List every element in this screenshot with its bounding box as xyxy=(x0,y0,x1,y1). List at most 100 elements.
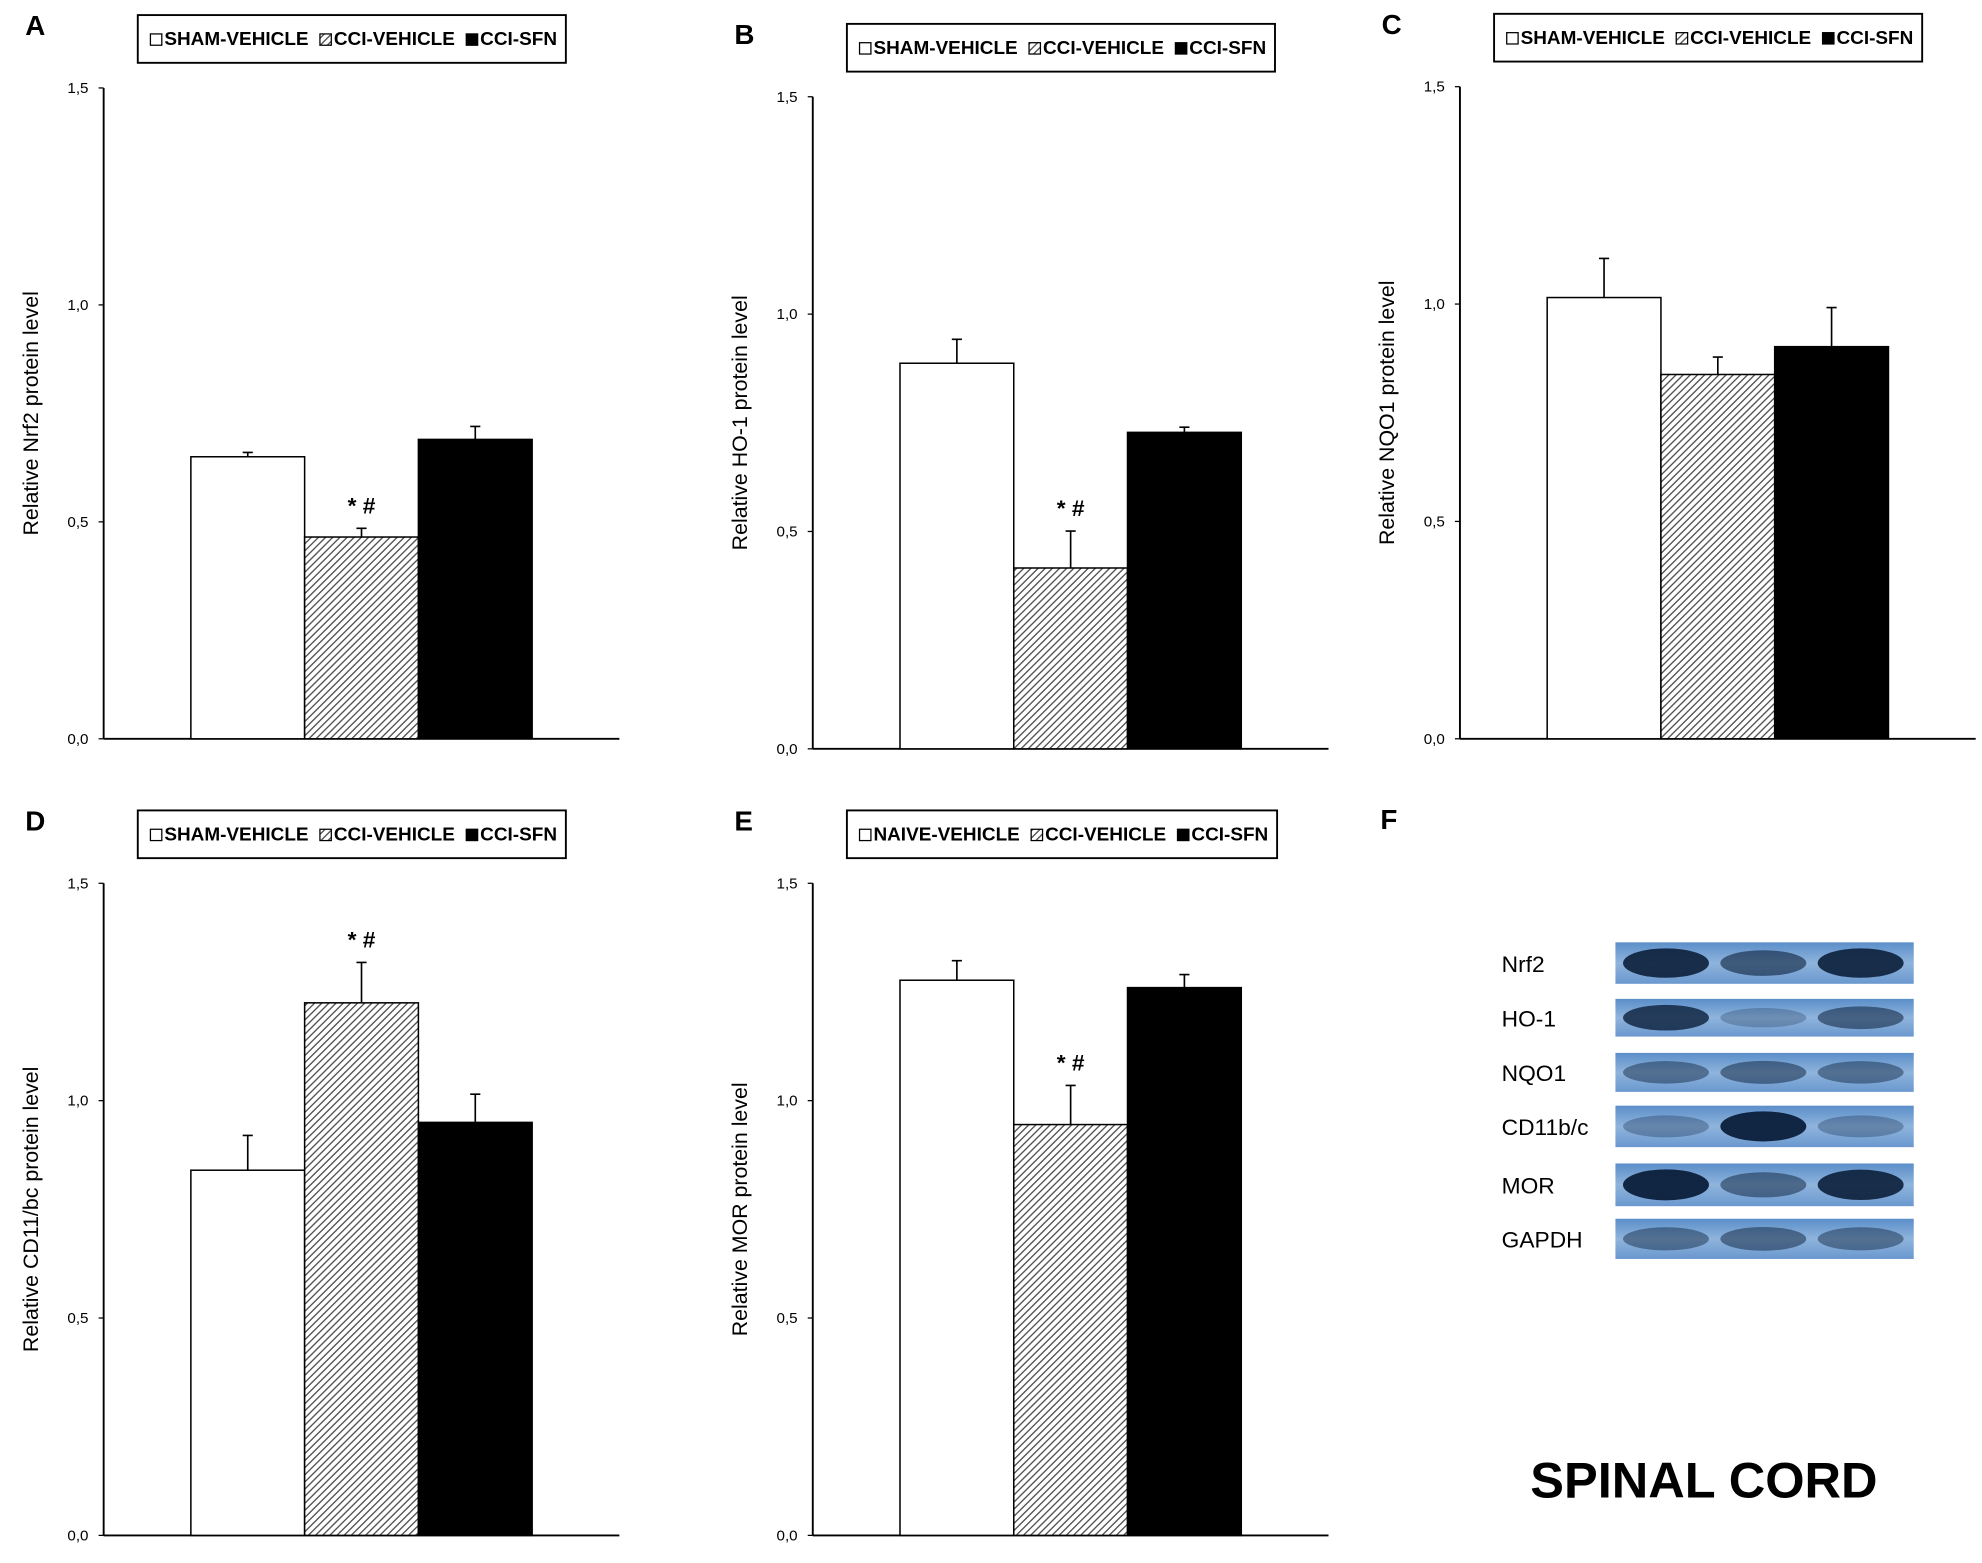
y-axis-label: Relative Nrf2 protein level xyxy=(19,291,43,535)
blot-band xyxy=(1817,1115,1904,1138)
blot-title: SPINAL CORD xyxy=(1530,1452,1877,1509)
blot-band xyxy=(1817,1169,1904,1200)
legend-label: SHAM-VEHICLE xyxy=(164,29,308,50)
band-label: CD11b/c xyxy=(1502,1114,1589,1140)
legend-swatch xyxy=(1675,32,1689,45)
y-tick-label: 0,0 xyxy=(777,741,798,758)
legend: SHAM-VEHICLE CCI-VEHICLE CCI-SFN xyxy=(136,14,567,64)
bar xyxy=(1126,986,1243,1537)
legend-swatch xyxy=(149,828,163,842)
error-bar xyxy=(1598,257,1610,298)
error-bar xyxy=(356,527,367,538)
legend-swatch xyxy=(1821,32,1835,45)
bar xyxy=(417,438,533,740)
bar xyxy=(1126,431,1243,750)
legend-label: CCI-VEHICLE xyxy=(334,29,455,50)
error-bar xyxy=(242,1134,253,1171)
bar xyxy=(1773,345,1890,740)
legend-label: CCI-VEHICLE xyxy=(1690,28,1811,49)
y-tick-label: 0,0 xyxy=(1424,731,1445,748)
error-bar xyxy=(470,1093,481,1123)
band-label: Nrf2 xyxy=(1502,951,1545,977)
bar xyxy=(303,536,420,740)
legend-swatch xyxy=(465,33,479,46)
error-bar xyxy=(1065,1084,1076,1125)
bar xyxy=(899,979,1015,1537)
y-axis-label: Relative CD11/bc protein level xyxy=(19,1067,43,1352)
band-label: HO-1 xyxy=(1502,1006,1556,1032)
y-tick-label: 0,0 xyxy=(67,1527,88,1544)
error-bar xyxy=(1179,426,1190,433)
y-axis-label: Relative NQO1 protein level xyxy=(1375,280,1399,545)
y-axis-label: Relative HO-1 protein level xyxy=(728,295,752,550)
legend-swatch xyxy=(858,42,872,55)
blot-band xyxy=(1720,1060,1807,1084)
y-tick-label: 1,5 xyxy=(67,80,88,97)
panel-letter: D xyxy=(25,806,45,837)
blot-band xyxy=(1817,1061,1904,1084)
error-bar xyxy=(242,451,253,457)
y-tick-label: 1,0 xyxy=(777,306,798,323)
blot-band xyxy=(1720,1227,1807,1251)
blot-band xyxy=(1623,948,1709,978)
y-tick-label: 0,5 xyxy=(67,1310,88,1327)
y-tick-label: 1,5 xyxy=(777,875,798,892)
legend-swatch xyxy=(319,828,332,842)
blot-band xyxy=(1817,1227,1904,1251)
y-tick-label: 0,5 xyxy=(777,524,798,541)
panel-letter: F xyxy=(1380,804,1397,835)
blot-band xyxy=(1720,1172,1807,1198)
legend: SHAM-VEHICLE CCI-VEHICLE CCI-SFN xyxy=(1493,12,1924,63)
legend-box xyxy=(845,22,1276,73)
error-bar xyxy=(951,338,962,364)
panel-letter: C xyxy=(1382,9,1402,40)
legend-swatch xyxy=(1506,32,1519,45)
blot-band xyxy=(1720,1111,1807,1142)
blot-band xyxy=(1623,1004,1709,1031)
legend-label: CCI-SFN xyxy=(1191,825,1268,846)
error-bar xyxy=(1179,973,1190,988)
y-tick-label: 1,5 xyxy=(777,89,798,106)
y-tick-label: 0,5 xyxy=(777,1310,798,1327)
error-bar xyxy=(951,959,962,981)
blot-band xyxy=(1817,1006,1904,1030)
legend-label: CCI-SFN xyxy=(1189,38,1266,59)
legend-swatch xyxy=(149,33,163,46)
legend-swatch xyxy=(858,828,872,842)
legend: SHAM-VEHICLE CCI-VEHICLE CCI-SFN xyxy=(845,22,1276,73)
legend-label: NAIVE-VEHICLE xyxy=(873,825,1019,846)
y-tick-label: 0,5 xyxy=(67,514,88,531)
y-tick-label: 1,0 xyxy=(67,297,88,314)
blot-band xyxy=(1720,950,1807,976)
legend-label: SHAM-VEHICLE xyxy=(1521,28,1665,49)
blot-band xyxy=(1623,1115,1709,1138)
blot-band xyxy=(1720,1008,1807,1028)
legend-swatch xyxy=(1028,42,1042,55)
y-tick-label: 1,5 xyxy=(1424,79,1445,96)
legend: NAIVE-VEHICLE CCI-VEHICLE CCI-SFN xyxy=(845,809,1279,860)
legend-box xyxy=(136,809,567,860)
panel-letter: E xyxy=(734,806,753,837)
y-tick-label: 1,0 xyxy=(777,1093,798,1110)
blot-band xyxy=(1623,1227,1709,1251)
legend-label: CCI-VEHICLE xyxy=(334,825,455,846)
legend-label: CCI-VEHICLE xyxy=(1045,825,1166,846)
panel-letter: A xyxy=(25,10,45,41)
y-tick-label: 0,0 xyxy=(777,1527,798,1544)
annotation: * # xyxy=(348,926,376,952)
bar xyxy=(1660,373,1776,740)
legend-label: SHAM-VEHICLE xyxy=(164,825,308,846)
legend-label: CCI-SFN xyxy=(480,825,557,846)
y-tick-label: 1,5 xyxy=(67,875,88,892)
error-bar xyxy=(1065,530,1076,568)
bar xyxy=(190,456,306,740)
blot-band xyxy=(1817,948,1904,978)
blot-band xyxy=(1623,1061,1709,1084)
band-label: NQO1 xyxy=(1502,1060,1566,1086)
y-axis-label: Relative MOR protein level xyxy=(728,1082,752,1336)
blot-band xyxy=(1623,1169,1709,1201)
legend-label: CCI-VEHICLE xyxy=(1043,38,1164,59)
annotation: * # xyxy=(348,492,376,518)
legend-label: CCI-SFN xyxy=(480,29,557,50)
